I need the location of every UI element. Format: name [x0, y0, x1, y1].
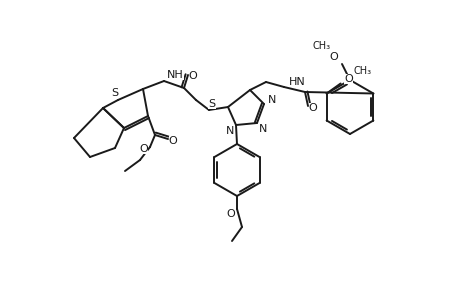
Text: S: S [208, 99, 215, 109]
Text: HN: HN [288, 77, 305, 87]
Text: O: O [226, 209, 235, 219]
Text: O: O [329, 52, 338, 62]
Text: O: O [308, 103, 317, 113]
Text: N: N [258, 124, 267, 134]
Text: CH₃: CH₃ [312, 41, 330, 51]
Text: CH₃: CH₃ [353, 65, 371, 76]
Text: O: O [343, 74, 352, 83]
Text: N: N [267, 95, 275, 105]
Text: O: O [140, 144, 148, 154]
Text: S: S [111, 88, 118, 98]
Text: O: O [168, 136, 177, 146]
Text: O: O [188, 71, 197, 81]
Text: N: N [225, 126, 234, 136]
Text: NH: NH [167, 70, 183, 80]
